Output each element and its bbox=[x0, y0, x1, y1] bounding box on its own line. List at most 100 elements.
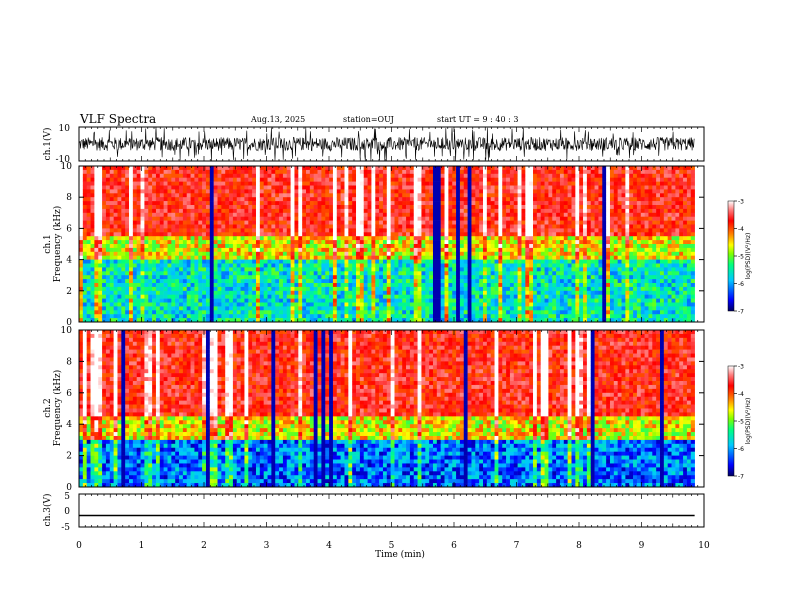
spec1-cell bbox=[556, 251, 561, 256]
spec1-cell bbox=[479, 263, 484, 268]
spec1-cell bbox=[325, 185, 330, 190]
spec1-cell bbox=[467, 208, 472, 214]
spec1-cell bbox=[471, 314, 476, 319]
spec1-cell bbox=[148, 181, 153, 186]
spec1-cell bbox=[271, 306, 276, 311]
spec1-cell bbox=[140, 310, 145, 315]
spec1-cell bbox=[236, 255, 241, 260]
spec1-cell bbox=[263, 236, 268, 241]
spec1-cell bbox=[202, 247, 207, 253]
spec1-cell bbox=[129, 181, 134, 186]
spec1-cell bbox=[406, 290, 411, 295]
spec1-cell bbox=[202, 275, 207, 280]
spec1-cell bbox=[90, 228, 95, 233]
spec1-cell bbox=[132, 271, 138, 276]
spec1-cell bbox=[240, 318, 245, 323]
spec1-cell bbox=[105, 251, 111, 256]
spec1-cell bbox=[129, 306, 134, 311]
spec1-cell bbox=[417, 181, 422, 186]
spec1-cell bbox=[409, 244, 415, 249]
spec1-cell bbox=[98, 255, 103, 260]
spec1-cell bbox=[129, 275, 134, 280]
spec1-cell bbox=[79, 193, 84, 198]
spec1-cell bbox=[398, 166, 403, 171]
spec1-cell bbox=[536, 236, 542, 241]
spec1-cell bbox=[317, 189, 322, 194]
spec1-cell bbox=[209, 255, 214, 260]
spec1-cell bbox=[302, 240, 307, 245]
spec1-cell bbox=[255, 193, 261, 198]
spec1-cell bbox=[490, 236, 495, 241]
spec1-cell bbox=[182, 208, 188, 214]
spec1-cell bbox=[252, 185, 257, 190]
spec1-cell bbox=[121, 212, 126, 217]
spec1-cell bbox=[379, 244, 384, 249]
spec1-cell bbox=[440, 298, 445, 303]
spec1-cell bbox=[309, 205, 315, 210]
spec1-cell bbox=[229, 189, 234, 194]
spec1-cell bbox=[448, 298, 453, 303]
spec1-cell bbox=[479, 212, 484, 217]
spec1-cell bbox=[248, 236, 253, 241]
spec1-cell bbox=[186, 259, 191, 264]
spec1-cell bbox=[544, 302, 549, 307]
spec1-cell bbox=[90, 181, 95, 186]
spec1-cell bbox=[167, 318, 172, 323]
spec1-cell bbox=[198, 216, 203, 221]
spec1-cell bbox=[167, 228, 172, 233]
spec1-cell bbox=[413, 189, 418, 194]
spec1-cell bbox=[444, 247, 449, 253]
spec1-cell bbox=[471, 283, 476, 288]
spec1-cell bbox=[255, 185, 261, 190]
spec1-cell bbox=[229, 255, 234, 260]
spec1-cell bbox=[336, 220, 341, 225]
spec1-cell bbox=[421, 189, 426, 194]
spec1-cell bbox=[506, 263, 511, 268]
spec1-cell bbox=[302, 232, 307, 237]
spec1-cell bbox=[325, 193, 330, 198]
spec1-cell bbox=[121, 286, 126, 292]
spec1-cell bbox=[548, 197, 553, 202]
spec1-cell bbox=[390, 240, 395, 245]
spec1-cell bbox=[536, 189, 542, 194]
spec1-cell bbox=[467, 189, 472, 194]
spec1-cell bbox=[329, 247, 334, 253]
spec1-cell bbox=[248, 181, 253, 186]
spec1-cell bbox=[313, 216, 318, 221]
spec1-cell bbox=[386, 193, 391, 198]
spec1-cell bbox=[348, 197, 353, 202]
spec1-cell bbox=[413, 177, 418, 182]
spec1-cell bbox=[436, 298, 441, 303]
spec1-cell bbox=[436, 290, 441, 295]
spec1-cell bbox=[456, 224, 461, 229]
spec1-cell bbox=[232, 314, 238, 319]
spec1-cell bbox=[175, 263, 180, 268]
spec1-cell bbox=[463, 279, 468, 284]
spec1-cell bbox=[86, 228, 91, 233]
spec1-cell bbox=[386, 318, 391, 323]
spec1-cell bbox=[506, 294, 511, 299]
spec1-cell bbox=[544, 318, 549, 323]
spec1-cell bbox=[459, 314, 465, 319]
spec1-cell bbox=[529, 205, 534, 210]
spec1-cell bbox=[129, 310, 134, 315]
spec1-cell bbox=[440, 318, 445, 323]
spec1-cell bbox=[171, 244, 176, 249]
spec1-cell bbox=[290, 263, 295, 268]
spec1-cell bbox=[436, 220, 441, 225]
spec1-cell bbox=[148, 275, 153, 280]
spec1-cell bbox=[209, 275, 214, 280]
spec1-cell bbox=[125, 189, 130, 194]
spec1-cell bbox=[159, 310, 164, 315]
spec1-cell bbox=[513, 189, 518, 194]
spec1-cell bbox=[244, 236, 249, 241]
spec1-cell bbox=[536, 220, 542, 225]
spec1-cell bbox=[117, 259, 122, 264]
spec1-cell bbox=[363, 290, 368, 295]
spec1-cell bbox=[155, 212, 161, 217]
spec1-cell bbox=[390, 220, 395, 225]
spec1-cell bbox=[205, 247, 211, 253]
spec1-cell bbox=[232, 302, 238, 307]
spec1-cell bbox=[409, 208, 415, 214]
spec1-cell bbox=[371, 166, 376, 171]
